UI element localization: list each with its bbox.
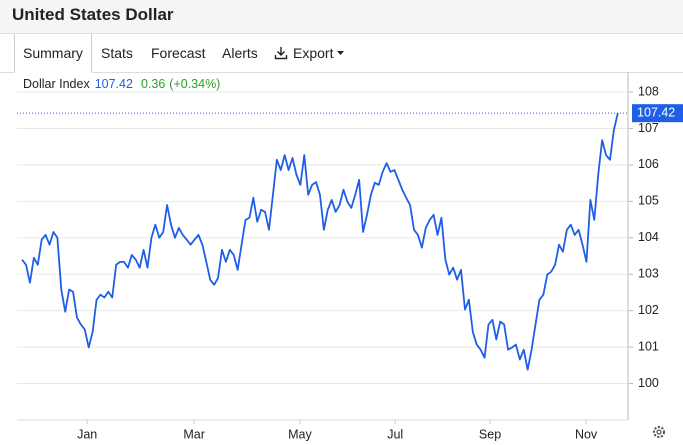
y-tick-label: 106 (638, 157, 659, 171)
change-percent: (+0.34%) (169, 77, 220, 91)
chart: Dollar Index 107.42 0.36 (+0.34%) 100 101 102… (17, 72, 683, 441)
tab[interactable]: Alerts (222, 45, 258, 61)
tab[interactable]: Export (293, 45, 334, 61)
last-value-label: 107.42 (637, 105, 675, 119)
last-value-box (632, 104, 683, 123)
title-bar: United States Dollar (0, 0, 683, 33)
y-tick-label: 100 (638, 376, 659, 390)
x-tick-label: Mar (183, 427, 205, 441)
dropdown-caret (337, 51, 344, 55)
tab-bar: Summary Stats Forecast Alerts Export (0, 33, 683, 73)
y-tick-label: 102 (638, 303, 659, 317)
x-tick-label: Sep (479, 427, 501, 441)
change: 0.36 (141, 77, 165, 91)
y-tick-label: 103 (638, 267, 659, 281)
data-line (21, 112, 619, 371)
x-tick-label: May (288, 427, 312, 441)
export-icon (274, 47, 288, 60)
tab[interactable]: Forecast (151, 45, 206, 61)
series-name: Dollar Index (23, 77, 90, 91)
tab[interactable]: Stats (101, 45, 133, 61)
y-tick-label: 105 (638, 194, 659, 208)
y-tick-label: 101 (638, 339, 659, 353)
x-tick-label: Jan (77, 427, 97, 441)
y-tick-label: 108 (638, 84, 659, 98)
x-tick-label: Jul (387, 427, 403, 441)
quote-line: Dollar Index 107.42 0.36 (+0.34%) (23, 77, 220, 91)
tab[interactable]: Summary (14, 34, 92, 73)
page-title: United States Dollar (12, 5, 174, 24)
x-tick-label: Nov (575, 427, 598, 441)
y-tick-label: 104 (638, 230, 659, 244)
settings-icon[interactable] (653, 426, 665, 438)
last-value: 107.42 (95, 77, 133, 91)
y-tick-label: 107 (638, 121, 659, 135)
